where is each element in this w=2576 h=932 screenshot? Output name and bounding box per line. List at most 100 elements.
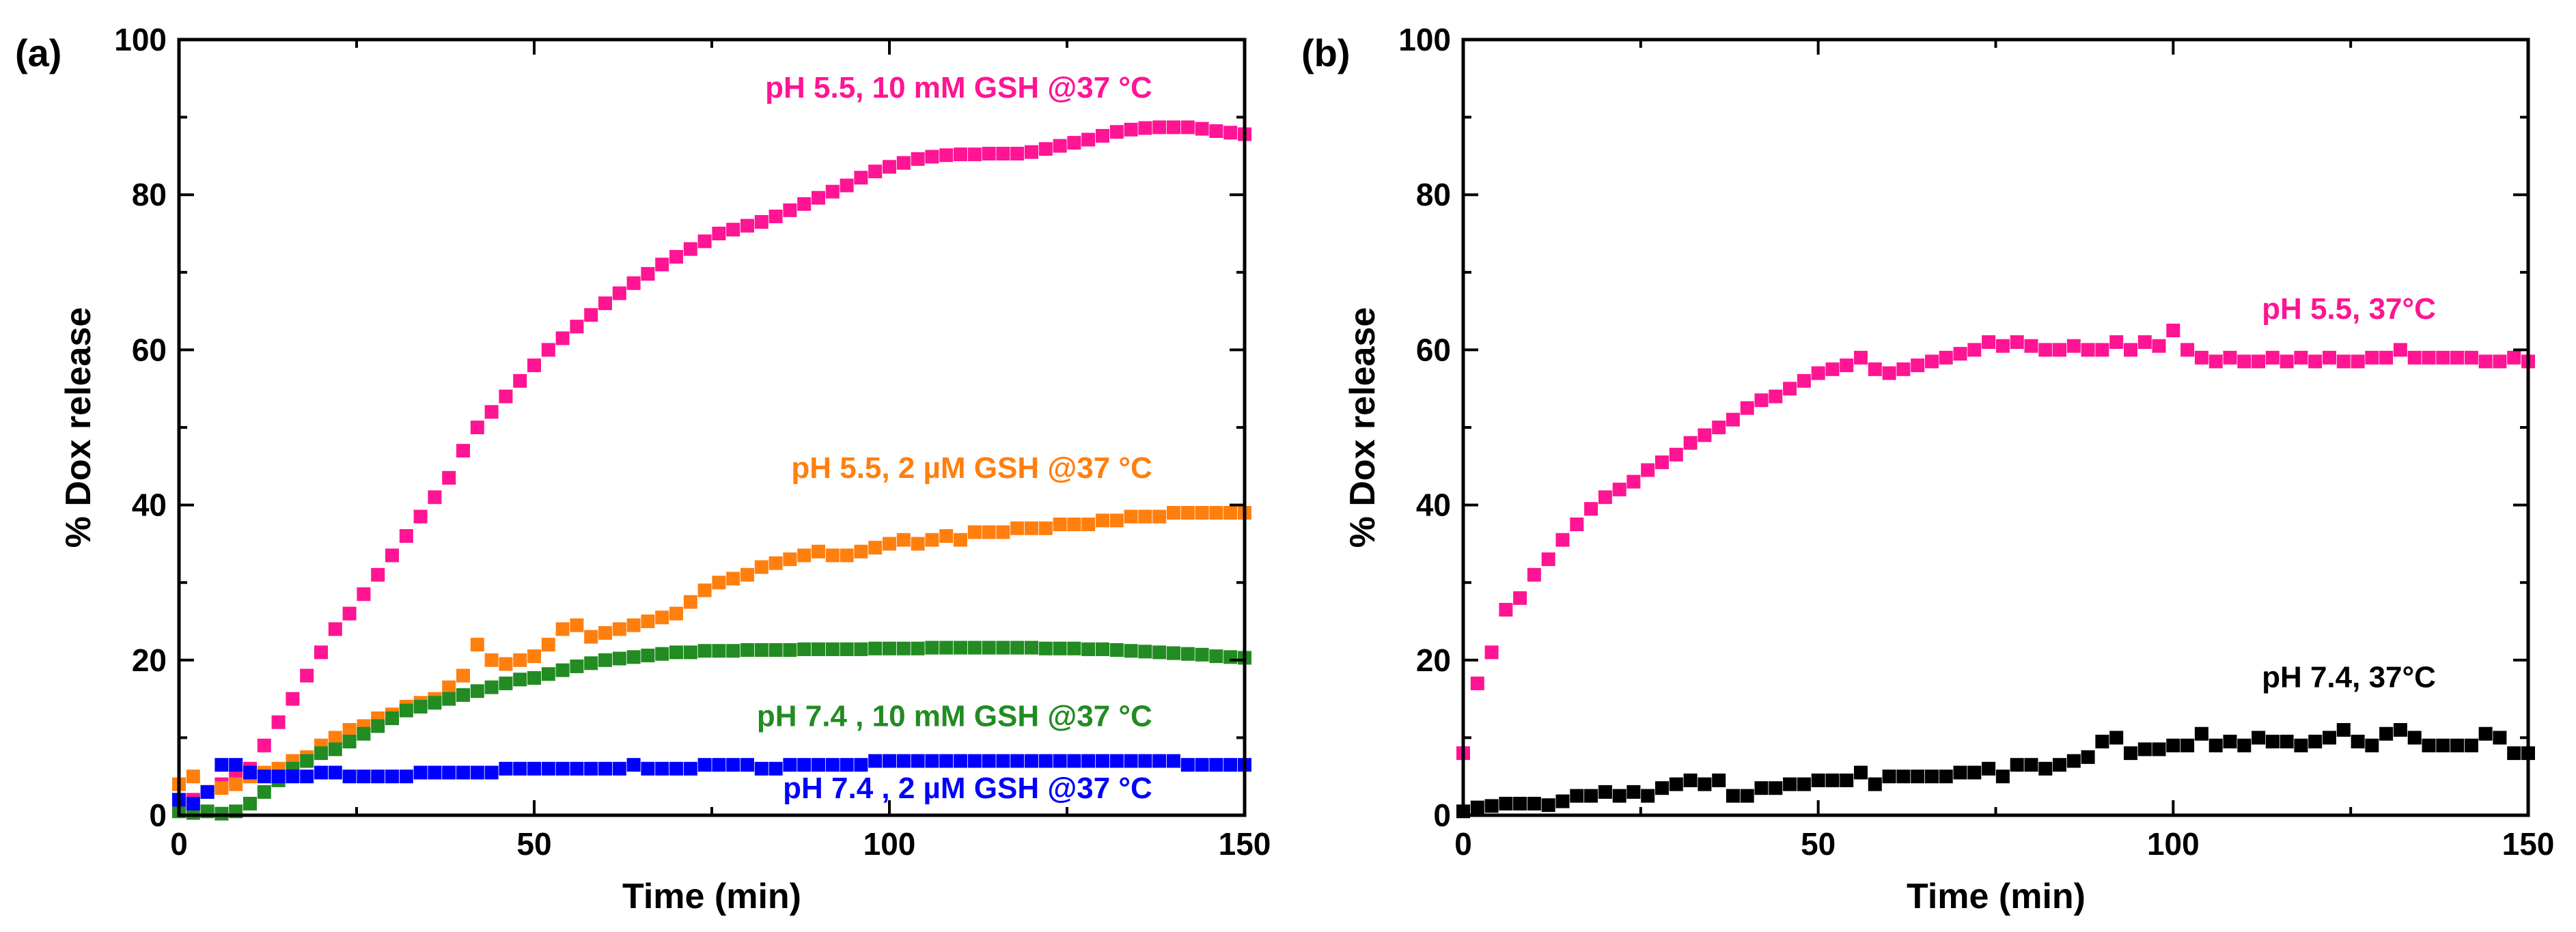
data-point xyxy=(2152,339,2166,353)
data-point xyxy=(1167,506,1180,520)
data-point xyxy=(1740,401,1754,415)
data-point xyxy=(812,190,825,205)
data-point xyxy=(555,622,570,636)
data-point xyxy=(1769,781,1783,795)
data-point xyxy=(2351,354,2365,369)
data-point xyxy=(726,571,740,586)
data-point xyxy=(2053,758,2066,772)
data-point xyxy=(626,650,641,664)
data-point xyxy=(541,343,555,357)
data-point xyxy=(442,765,456,780)
data-point xyxy=(783,552,797,567)
y-tick-label: 60 xyxy=(132,332,167,367)
data-point xyxy=(513,761,527,776)
data-point xyxy=(484,680,499,694)
data-point xyxy=(996,525,1010,539)
data-point xyxy=(1484,645,1499,660)
data-point xyxy=(442,692,456,706)
y-tick-label: 20 xyxy=(1416,642,1451,678)
data-point xyxy=(2066,339,2081,353)
data-point xyxy=(1167,646,1180,660)
data-point xyxy=(655,257,669,272)
data-point xyxy=(1882,366,1896,380)
data-point xyxy=(2180,343,2195,357)
data-point xyxy=(271,769,286,784)
data-point xyxy=(626,758,641,772)
data-point xyxy=(840,178,854,193)
series-3 xyxy=(172,640,1251,821)
data-point xyxy=(797,197,812,211)
data-point xyxy=(683,595,697,609)
data-point xyxy=(1025,754,1038,768)
data-point xyxy=(1783,777,1797,791)
data-point xyxy=(626,276,641,290)
data-point xyxy=(2124,746,2137,761)
data-point xyxy=(2450,738,2465,752)
data-point xyxy=(484,405,499,419)
series-annotation: pH 7.4 , 10 mM GSH @37 °C xyxy=(757,699,1152,733)
data-point xyxy=(954,640,967,655)
data-point xyxy=(2294,738,2308,752)
data-point xyxy=(470,765,484,780)
data-point xyxy=(939,754,954,768)
series-annotation: pH 5.5, 37°C xyxy=(2262,292,2436,326)
data-point xyxy=(2507,350,2521,365)
data-point xyxy=(399,769,413,784)
data-point xyxy=(883,641,896,655)
data-point xyxy=(925,533,939,547)
data-point xyxy=(712,576,726,590)
data-point xyxy=(2407,731,2422,745)
data-point xyxy=(712,227,726,240)
data-point xyxy=(783,203,797,217)
data-point xyxy=(2137,742,2152,757)
data-point xyxy=(1982,761,1996,776)
data-point xyxy=(1138,509,1152,524)
data-point xyxy=(1010,147,1025,160)
data-point xyxy=(812,642,825,656)
data-point xyxy=(328,742,342,757)
data-point xyxy=(2308,354,2323,369)
data-point xyxy=(442,680,456,694)
data-point xyxy=(883,754,896,768)
data-point xyxy=(2308,735,2323,749)
data-point xyxy=(186,797,200,810)
data-point xyxy=(868,641,883,655)
panel-a-x-axis-title: Time (min) xyxy=(622,877,801,916)
data-point xyxy=(1811,773,1825,787)
data-point xyxy=(1811,366,1825,380)
data-point xyxy=(996,147,1010,160)
data-point xyxy=(513,673,527,687)
data-point xyxy=(982,147,996,160)
data-point xyxy=(1067,518,1081,531)
data-point xyxy=(456,444,470,458)
data-point xyxy=(1067,136,1081,150)
data-point xyxy=(2351,735,2365,749)
data-point xyxy=(740,567,754,582)
data-point xyxy=(1541,798,1555,813)
x-tick-label: 50 xyxy=(516,826,551,862)
data-point xyxy=(1641,463,1655,477)
data-point xyxy=(939,640,954,655)
data-point xyxy=(1854,765,1868,780)
data-point xyxy=(697,234,712,249)
x-tick-label: 100 xyxy=(863,826,916,862)
data-point xyxy=(1995,769,2010,784)
data-point xyxy=(584,308,598,322)
data-point xyxy=(2393,343,2407,357)
x-tick-label: 0 xyxy=(170,826,188,862)
data-point xyxy=(2323,350,2336,365)
data-point xyxy=(499,657,513,671)
data-point xyxy=(768,556,783,570)
data-point xyxy=(1669,777,1683,791)
data-point xyxy=(797,548,812,563)
data-point xyxy=(1527,567,1541,582)
data-point xyxy=(1081,132,1096,147)
data-point xyxy=(1740,789,1754,803)
series-annotation: pH 7.4, 37°C xyxy=(2262,661,2436,694)
data-point xyxy=(555,761,570,776)
data-point xyxy=(328,765,342,780)
data-point xyxy=(1698,777,1712,791)
data-point xyxy=(825,758,840,772)
data-point xyxy=(2252,731,2266,745)
data-point xyxy=(2081,750,2095,764)
